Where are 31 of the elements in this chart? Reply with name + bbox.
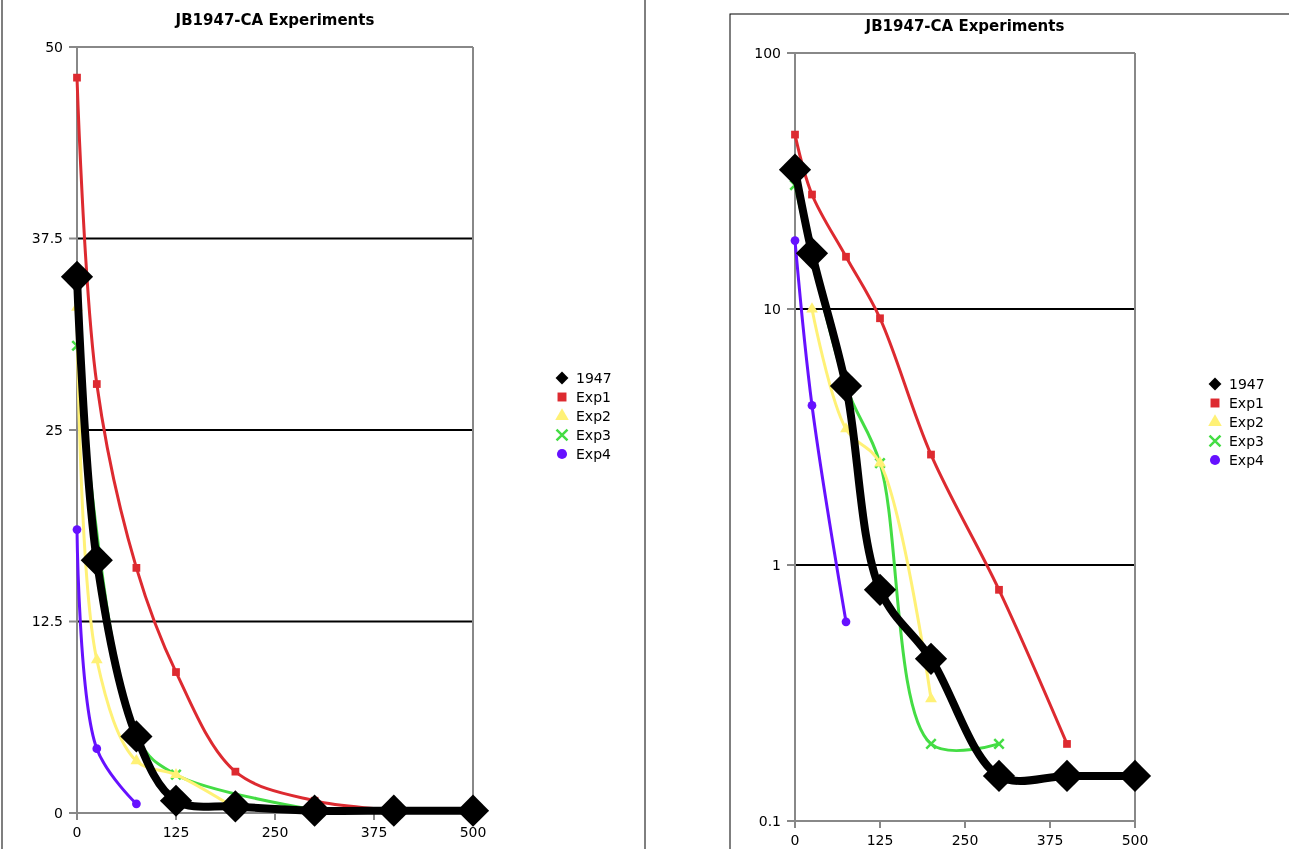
legend-label: Exp1 bbox=[1229, 394, 1264, 411]
legend-label: Exp3 bbox=[576, 426, 611, 443]
x-tick-label: 0 bbox=[72, 824, 82, 840]
legend-label: Exp4 bbox=[1229, 451, 1265, 468]
legend-label: Exp1 bbox=[576, 388, 611, 405]
legend-label: 1947 bbox=[1229, 375, 1265, 392]
y-tick-label: 0.1 bbox=[758, 812, 781, 829]
x-tick-label: 0 bbox=[790, 832, 800, 848]
legend-label: 1947 bbox=[576, 369, 612, 386]
y-tick-label: 12.5 bbox=[31, 613, 63, 630]
x-tick-label: 500 bbox=[459, 824, 487, 840]
x-tick-label: 375 bbox=[360, 824, 388, 840]
x-tick-label: 125 bbox=[162, 824, 190, 840]
y-tick-label: 0 bbox=[54, 804, 63, 821]
y-tick-label: 37.5 bbox=[31, 230, 63, 247]
y-tick-label: 10 bbox=[763, 300, 781, 317]
x-tick-label: 125 bbox=[866, 832, 894, 848]
x-tick-label: 250 bbox=[261, 824, 289, 840]
x-tick-label: 250 bbox=[951, 832, 979, 848]
chart-title: JB1947-CA Experiments bbox=[864, 17, 1065, 35]
x-tick-label: 500 bbox=[1121, 832, 1149, 848]
legend-label: Exp2 bbox=[1229, 413, 1264, 430]
y-tick-label: 25 bbox=[45, 421, 63, 438]
y-tick-label: 1 bbox=[772, 556, 781, 573]
chart-title: JB1947-CA Experiments bbox=[174, 11, 375, 29]
legend-label: Exp4 bbox=[576, 445, 612, 462]
y-tick-label: 100 bbox=[754, 44, 781, 61]
legend-label: Exp2 bbox=[576, 407, 611, 424]
y-tick-label: 50 bbox=[45, 38, 63, 55]
x-tick-label: 375 bbox=[1036, 832, 1064, 848]
legend-label: Exp3 bbox=[1229, 432, 1264, 449]
